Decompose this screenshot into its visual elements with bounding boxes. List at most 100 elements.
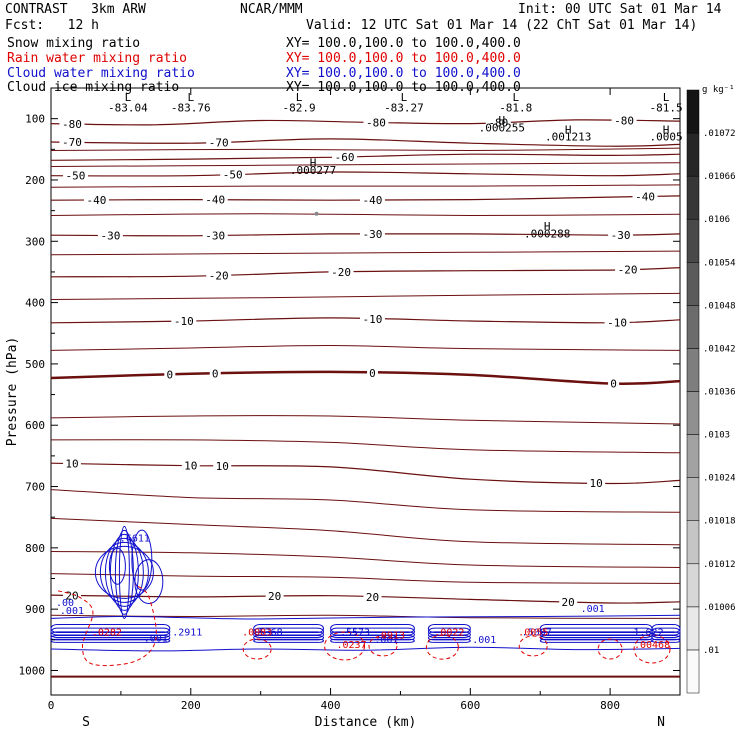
isotherm-label: 20 <box>268 590 281 603</box>
convective-cloud-contour <box>108 547 126 585</box>
rain-label: .00468 <box>634 640 670 651</box>
colorbar-cell <box>686 305 700 349</box>
rain-label: .0913 <box>375 631 405 642</box>
isotherm-label-bg <box>62 457 81 470</box>
isotherm-label-bg <box>206 269 232 282</box>
isotherm-label-bg <box>328 265 354 278</box>
isotherm-line <box>50 573 681 584</box>
low-cloud-band-contour <box>427 627 471 636</box>
isotherm-label-bg <box>359 227 385 240</box>
isotherm-label-bg <box>604 316 630 329</box>
rain-contour <box>597 638 623 660</box>
cloud-water-label: .001 <box>581 604 605 615</box>
isotherm-label-bg <box>62 169 88 182</box>
low-cloud-band-contour <box>427 638 471 643</box>
isotherm-line <box>50 213 681 217</box>
isotherm-label: -40 <box>635 191 655 204</box>
org-label: NCAR/MMM <box>240 2 303 17</box>
colorbar-label: .01048 <box>703 301 736 311</box>
rain-contour <box>324 631 366 661</box>
isotherm-label: -60 <box>335 151 355 164</box>
isotherm-label: -20 <box>618 263 638 276</box>
y-tick-label: 900 <box>25 603 45 616</box>
colorbar-cell <box>686 262 700 306</box>
field-xy-snow: XY= 100.0,100.0 to 100.0,400.0 <box>286 36 521 51</box>
isotherm-label: 20 <box>366 591 379 604</box>
low-cloud-band-contour <box>50 627 171 636</box>
colorbar-label: .01024 <box>703 474 736 484</box>
isotherm-line <box>50 439 681 454</box>
isotherm-line <box>50 162 681 167</box>
isotherm-label-bg <box>332 150 358 163</box>
isotherm-line--70 <box>50 138 681 147</box>
valid-label: Valid: 12 UTC Sat 01 Mar 14 (22 ChT Sat … <box>306 18 698 33</box>
isotherm-label: -70 <box>209 136 229 149</box>
field-xy-rain: XY= 100.0,100.0 to 100.0,400.0 <box>286 51 521 66</box>
low-cloud-band-contour <box>330 627 415 636</box>
init-label: Init: 00 UTC Sat 01 Mar 14 <box>518 2 722 17</box>
colorbar-units: g kg⁻¹ <box>702 85 735 95</box>
isotherm-line--60 <box>50 153 681 161</box>
cloud-water-label: .001 <box>60 606 84 617</box>
rain-label: .0282 <box>92 628 122 639</box>
y-tick-label: 400 <box>25 297 45 310</box>
low-cloud-band-contour <box>50 623 171 633</box>
colorbar-label: .0103 <box>703 431 730 441</box>
cloud-water-label: .001 <box>374 635 398 646</box>
colorbar: .01 .01006 .01012 .01018 .01024 .0103 .01036 .0… <box>686 85 736 694</box>
y-tick-label: 100 <box>25 113 45 126</box>
isotherm-line--20 <box>50 267 681 278</box>
colorbar-cell <box>686 477 700 521</box>
colorbar-label: .01054 <box>703 258 736 268</box>
convective-cloud-contour <box>118 525 130 619</box>
low-cloud-band-contour <box>50 631 171 638</box>
isotherm-label-bg <box>181 459 200 472</box>
colorbar-cell <box>686 348 700 392</box>
colorbar-label: .01018 <box>703 517 736 527</box>
colorbar-label: .0106 <box>703 215 730 225</box>
low-cloud-band-contour <box>427 631 471 638</box>
plot-area <box>50 87 681 696</box>
isotherm-line <box>50 184 681 188</box>
isotherm-label: -40 <box>205 194 225 207</box>
isotherm-label-bg <box>209 367 221 380</box>
low-cloud-band-contour <box>427 635 471 641</box>
min-value-label: -83.27 <box>384 101 424 114</box>
isotherm-label-bg <box>83 194 109 207</box>
isotherm-line <box>50 250 681 256</box>
isotherm-label-bg <box>213 459 232 472</box>
isotherm-label: 10 <box>216 460 229 473</box>
isotherm-label: -70 <box>62 136 82 149</box>
isotherm-label-bg <box>363 116 389 129</box>
isotherm-label: -80 <box>62 118 82 131</box>
max-value-label: .000277 <box>290 164 336 177</box>
min-value-label: -83.76 <box>171 101 211 114</box>
isotherm-label-bg <box>363 590 382 603</box>
isotherm-label-bg <box>359 312 385 325</box>
isotherm-label: -80 <box>366 116 386 129</box>
x-tick-label: 800 <box>600 699 620 712</box>
min-value-label: -83.04 <box>108 101 148 114</box>
min-marker-L: L <box>296 91 303 104</box>
model-label: CONTRAST 3km ARW <box>5 2 146 17</box>
rain-label: .0237 <box>336 640 366 651</box>
low-cloud-band-contour <box>50 638 171 643</box>
contour-labels: L-83.04L-83.76L-82.9L-83.27L-81.8L-81.5H… <box>56 91 683 651</box>
isotherm-line <box>50 292 681 300</box>
isotherm-label-bg <box>366 366 378 379</box>
colorbar-cell <box>686 563 700 608</box>
isotherm-label: 20 <box>65 589 78 602</box>
isotherm-label: 0 <box>369 367 376 380</box>
min-marker-L: L <box>663 91 670 104</box>
isotherm-label: 10 <box>590 477 603 490</box>
isotherm-label-bg <box>632 190 658 203</box>
x-axis-label: Distance (km) <box>315 715 417 730</box>
rain-contour <box>242 638 272 660</box>
convective-cloud-contour <box>109 533 139 611</box>
isotherm-label: -50 <box>223 169 243 182</box>
isotherm-label: -10 <box>607 317 627 330</box>
colorbar-cell <box>686 606 700 651</box>
rain-label: .0022 <box>434 628 464 639</box>
isotherm-label: 10 <box>184 460 197 473</box>
convective-cloud-contour <box>99 541 149 603</box>
